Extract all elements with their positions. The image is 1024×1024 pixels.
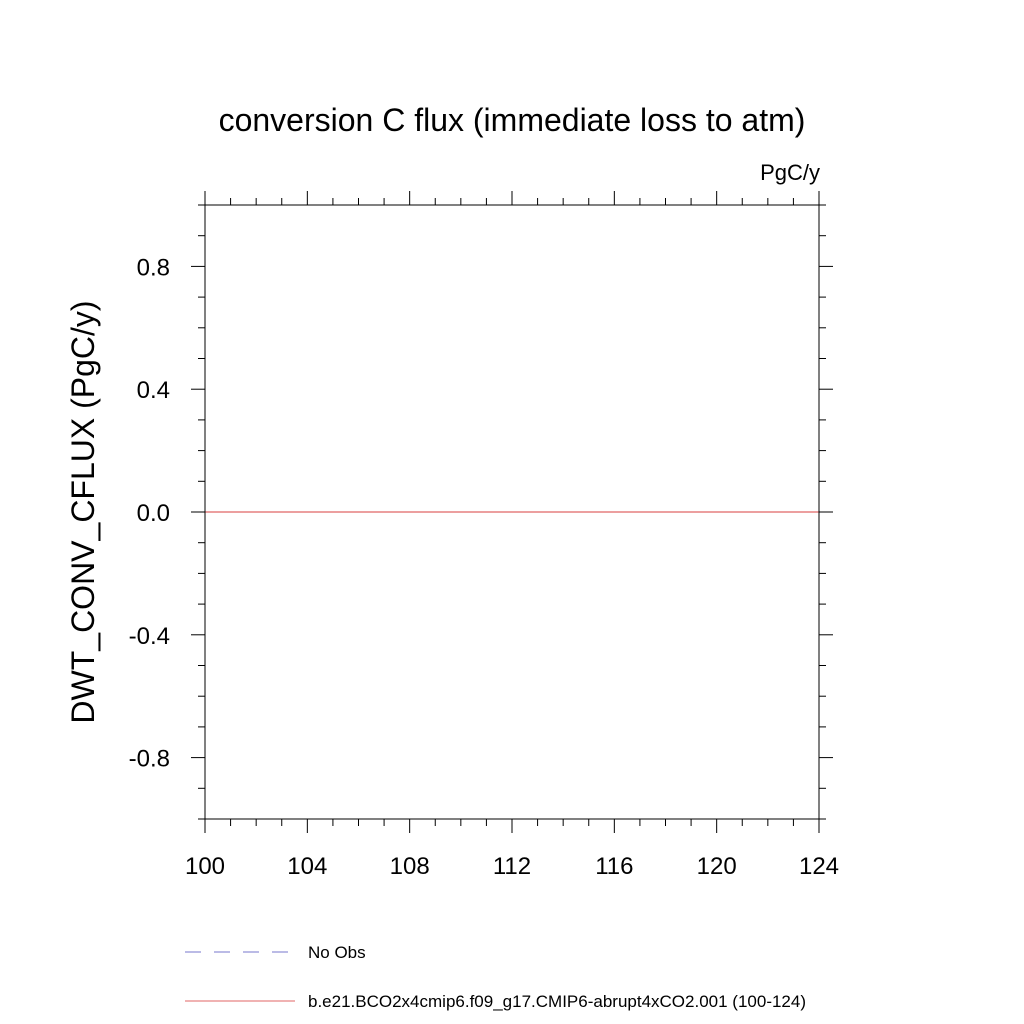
x-tick-label: 116 [595, 853, 633, 880]
x-tick-label: 100 [185, 853, 225, 880]
y-axis-label: DWT_CONV_CFLUX (PgC/y) [65, 300, 101, 723]
y-tick-label: 0.4 [137, 377, 170, 404]
tick-labels: 100 104 108 112 116 120 124 -0.8 -0.4 0.0 0.4 0.8 [129, 254, 839, 880]
x-tick-label: 120 [697, 853, 737, 880]
x-tick-label: 104 [287, 853, 327, 880]
chart-title: conversion C flux (immediate loss to atm… [219, 102, 806, 138]
plot-frame [204, 204, 820, 820]
x-tick-label: 108 [390, 853, 430, 880]
axis-ticks [191, 191, 833, 833]
y-tick-label: -0.4 [129, 623, 170, 650]
legend: No Obs b.e21.BCO2x4cmip6.f09_g17.CMIP6-ab… [185, 943, 806, 1011]
legend-label: b.e21.BCO2x4cmip6.f09_g17.CMIP6-abrupt4x… [308, 992, 806, 1011]
units-label: PgC/y [760, 160, 820, 185]
legend-label: No Obs [308, 943, 366, 962]
y-tick-label: 0.0 [137, 500, 170, 527]
y-tick-label: 0.8 [137, 254, 170, 281]
x-tick-label: 124 [799, 853, 839, 880]
y-tick-label: -0.8 [129, 746, 170, 773]
x-tick-label: 112 [493, 853, 531, 880]
